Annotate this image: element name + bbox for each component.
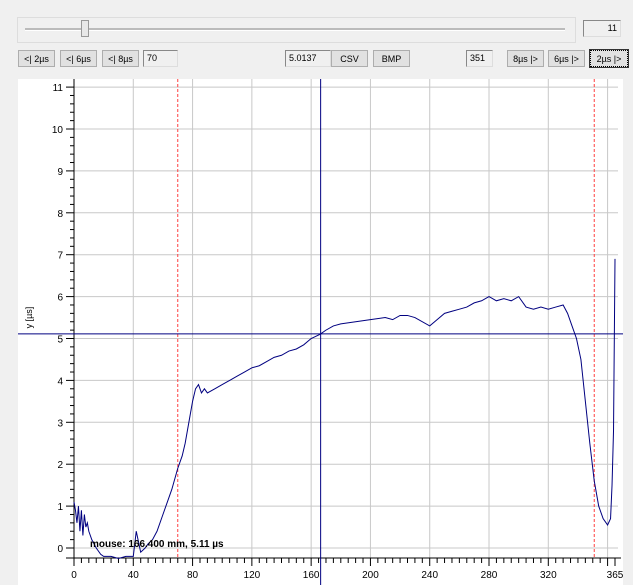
y-tick-label: 1	[57, 502, 63, 513]
back-8us-button[interactable]: <| 8µs	[102, 50, 139, 67]
y-tick-label: 9	[57, 167, 63, 178]
x-tick-label: 200	[362, 570, 379, 581]
chart[interactable]: 0 40 80 120 160 200 240 280 320 365 0 1 2 3 4 5 6 7 8 9 10 11…	[18, 79, 623, 585]
x-tick-label: 240	[421, 570, 438, 581]
x-tick-label: 120	[244, 570, 261, 581]
x-tick-label: 160	[303, 570, 320, 581]
data-series-line	[73, 258, 616, 559]
y-tick-label: 11	[53, 83, 64, 94]
csv-button[interactable]: CSV	[331, 50, 368, 67]
y-tick-label: 2	[57, 460, 63, 471]
y-tick-label: 8	[57, 209, 63, 220]
right-marker-field[interactable]: 351	[466, 50, 493, 67]
x-tick-label: 80	[187, 570, 199, 581]
fwd-2us-button[interactable]: 2µs |>	[589, 49, 629, 68]
fwd-6us-button[interactable]: 6µs |>	[548, 50, 585, 67]
left-marker-field[interactable]: 70	[143, 50, 178, 67]
y-axis-label: y [µs]	[24, 307, 34, 329]
x-tick-label: 280	[481, 570, 498, 581]
bmp-button[interactable]: BMP	[373, 50, 410, 67]
value-field[interactable]: 5.0137	[285, 50, 331, 67]
fwd-8us-button[interactable]: 8µs |>	[507, 50, 544, 67]
x-tick-label: 0	[71, 570, 77, 581]
x-tick-label: 365	[607, 570, 623, 581]
y-tick-label: 5	[57, 335, 63, 346]
slider-value-field[interactable]: 11	[583, 20, 621, 37]
y-tick-label: 6	[57, 293, 63, 304]
y-tick-label: 7	[57, 251, 63, 262]
y-tick-label: 4	[57, 376, 63, 387]
back-6us-button[interactable]: <| 6µs	[60, 50, 97, 67]
slider-track[interactable]	[25, 28, 565, 31]
mouse-readout: mouse: 166.400 mm, 5.11 µs	[90, 539, 224, 550]
x-tick-label: 320	[540, 570, 557, 581]
y-tick-label: 10	[52, 125, 64, 136]
x-tick-label: 40	[128, 570, 140, 581]
y-tick-label: 0	[57, 544, 63, 555]
y-tick-label: 3	[57, 418, 63, 429]
slider-frame	[17, 17, 576, 43]
back-2us-button[interactable]: <| 2µs	[18, 50, 55, 67]
slider-thumb[interactable]	[81, 20, 89, 37]
